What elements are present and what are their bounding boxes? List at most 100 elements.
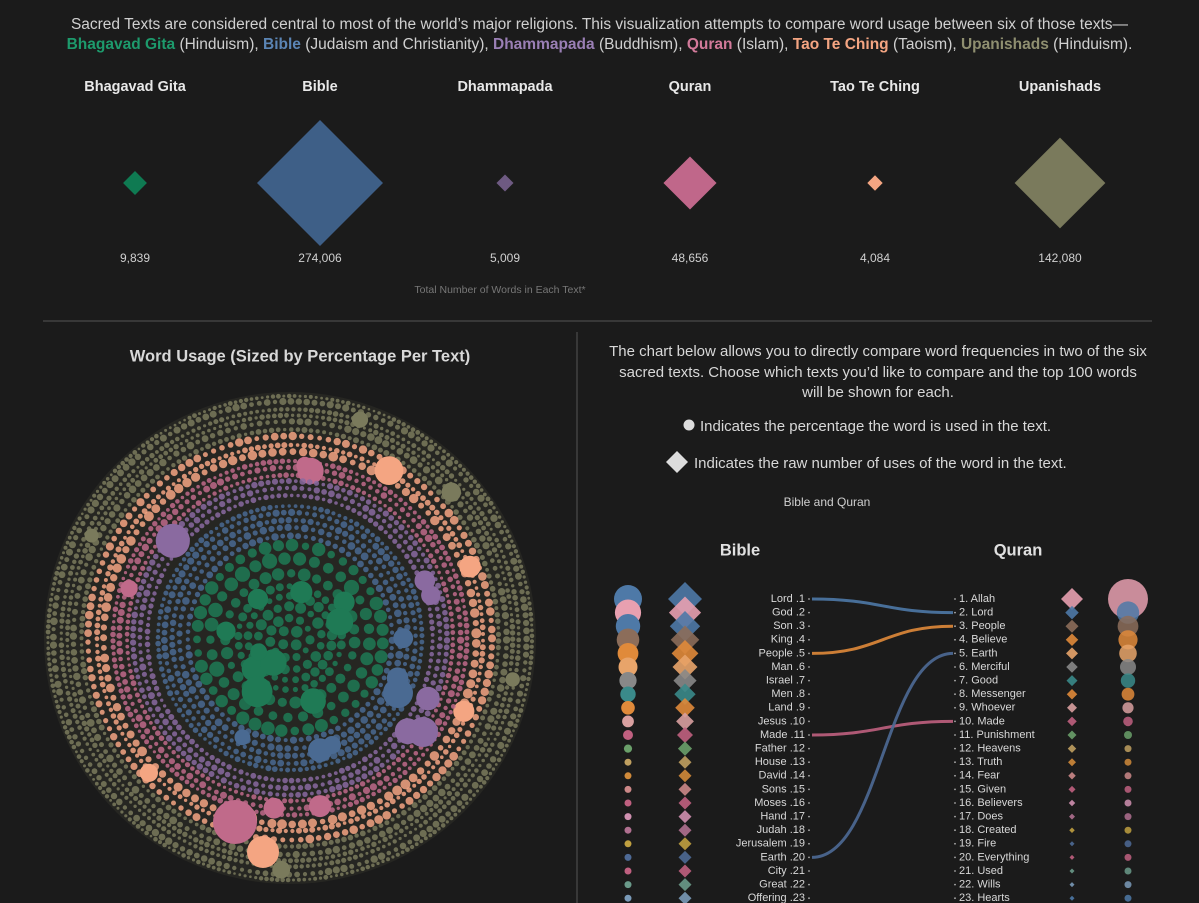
word-circle: [118, 492, 122, 496]
word-circle: [468, 531, 474, 537]
word-circle: [374, 609, 387, 623]
word-circle: [221, 527, 229, 534]
word-circle: [227, 849, 233, 856]
word-circle: [336, 806, 340, 810]
word-circle: [199, 594, 211, 606]
word-circle: [344, 420, 350, 426]
word-circle: [65, 690, 71, 696]
word-circle: [401, 549, 405, 553]
word-circle: [211, 448, 217, 454]
word-circle: [270, 494, 275, 499]
word-circle: [479, 644, 486, 651]
word-circle: [500, 668, 508, 676]
count-diamond: [1067, 730, 1077, 740]
word-circle: [492, 565, 498, 571]
word-circle: [210, 725, 217, 731]
word-circle: [124, 686, 131, 693]
word-circle: [527, 601, 532, 606]
word-circle: [252, 530, 258, 536]
word-circle: [173, 444, 179, 450]
word-circle: [180, 758, 185, 763]
word-circle: [153, 464, 160, 471]
word-circle: [490, 684, 495, 689]
dot: [808, 870, 810, 872]
word-circle: [423, 819, 428, 825]
pct-circle: [623, 730, 633, 740]
word-circle: [122, 463, 130, 471]
word-circle: [508, 600, 512, 605]
word-circle: [304, 511, 310, 516]
word-circle: [291, 626, 303, 638]
word-circle: [252, 730, 259, 738]
word-circle: [104, 772, 109, 777]
word-circle: [122, 722, 129, 729]
word-circle: [313, 876, 318, 881]
word-circle: [509, 630, 516, 636]
word-circle: [413, 626, 418, 630]
word-circle: [82, 548, 88, 554]
word-circle: [52, 665, 59, 673]
word-circle: [155, 494, 161, 500]
word-circle: [178, 421, 182, 424]
word-circle: [488, 625, 496, 634]
word-circle: [162, 782, 167, 787]
word-circle: [73, 553, 80, 559]
word-circle: [367, 811, 372, 817]
word-circle: [377, 788, 382, 794]
count-diamond: [678, 878, 692, 892]
word-circle: [270, 828, 275, 833]
word-circle: [236, 450, 241, 454]
word-circle: [76, 548, 81, 553]
word-circle: [229, 484, 234, 488]
word-circle: [72, 525, 77, 531]
word-circle: [437, 781, 442, 786]
word-circle: [322, 421, 327, 427]
word-circle: [482, 709, 488, 715]
pct-circle: [1124, 881, 1132, 889]
word-circle: [469, 722, 475, 729]
word-circle: [408, 559, 413, 564]
word-circle: [446, 800, 452, 806]
word-circle: [423, 557, 430, 564]
pct-circle: [624, 799, 632, 807]
word-circle: [374, 735, 379, 741]
word-circle: [137, 729, 142, 733]
word-circle: [413, 641, 418, 646]
word-label: David .14: [759, 770, 805, 782]
word-circle: [341, 708, 350, 717]
word-label: 7. Good: [959, 675, 998, 687]
word-circle: [88, 593, 96, 602]
word-circle: [221, 647, 234, 660]
word-circle: [348, 636, 361, 649]
word-circle: [288, 792, 294, 798]
word-circle: [342, 804, 347, 809]
word-circle: [529, 633, 535, 639]
word-circle: [373, 766, 380, 773]
dot: [954, 706, 956, 709]
word-circle: [69, 702, 74, 707]
word-circle: [362, 786, 371, 795]
word-circle: [491, 592, 497, 598]
word-circle: [278, 465, 283, 470]
word-circle: [380, 426, 384, 431]
word-circle: [169, 648, 177, 656]
word-circle: [372, 480, 377, 485]
word-circle: [467, 789, 473, 794]
word-circle: [211, 544, 218, 551]
word-circle: [95, 649, 100, 655]
word-circle: [140, 536, 146, 542]
word-circle: [337, 791, 342, 796]
word-circle: [522, 575, 526, 579]
word-circle: [293, 518, 299, 523]
word-circle: [215, 512, 221, 518]
word-circle: [345, 765, 351, 772]
text-name: Upanishads: [960, 36, 1049, 53]
word-circle: [236, 433, 242, 439]
word-circle: [360, 846, 365, 851]
word-circle: [279, 767, 284, 772]
word-circle: [146, 555, 151, 559]
word-circle: [249, 560, 262, 573]
word-circle: [71, 583, 76, 588]
word-circle: [367, 407, 371, 411]
word-circle: [200, 726, 208, 733]
